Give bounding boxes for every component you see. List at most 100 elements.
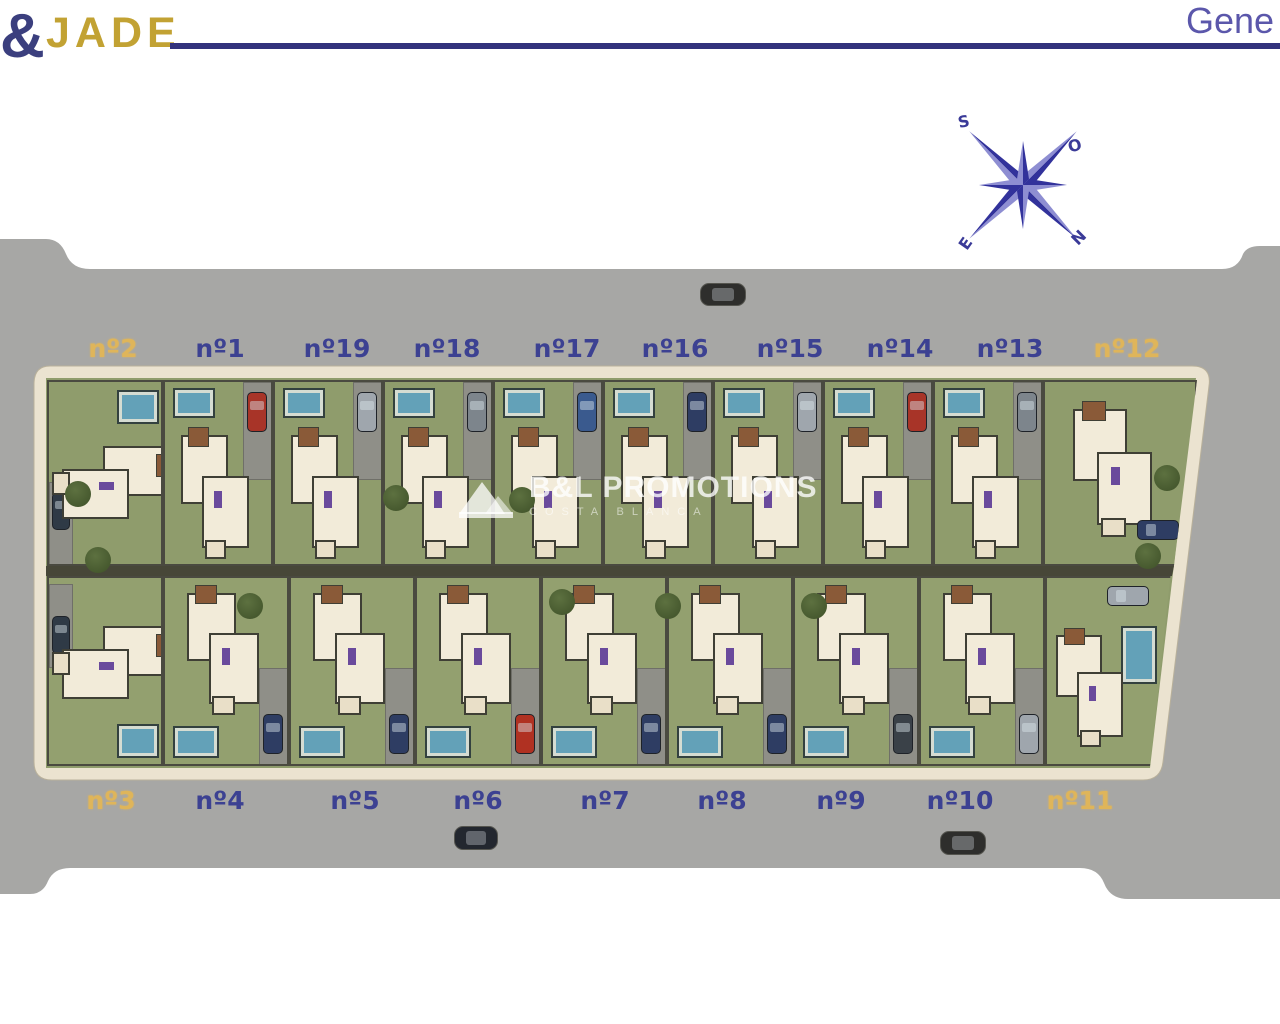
house-h-deck — [968, 696, 991, 716]
tree-icon — [549, 589, 575, 615]
parked-car — [52, 616, 70, 654]
house-h-roof — [848, 427, 870, 447]
house-h-deck — [864, 540, 887, 560]
plot-label-7: nº7 — [580, 786, 630, 815]
house-h-acc — [99, 481, 115, 490]
parked-car — [577, 392, 597, 432]
parked-car — [247, 392, 267, 432]
house-h-acc — [433, 491, 442, 509]
parked-car — [467, 392, 487, 432]
villa-house — [1055, 627, 1129, 748]
house-h-deck — [212, 696, 235, 716]
plot-label-11: nº11 — [1046, 786, 1114, 815]
swimming-pool — [117, 390, 159, 424]
house-h-wing — [839, 633, 889, 704]
villa-house — [619, 427, 695, 560]
parked-car — [797, 392, 817, 432]
villa-house — [1071, 401, 1159, 538]
house-h-wing — [713, 633, 763, 704]
house-h-deck — [644, 540, 667, 560]
house-h-roof — [958, 427, 980, 447]
tree-icon — [509, 487, 535, 513]
house-h-wing — [971, 476, 1019, 548]
villa-plot-11 — [1045, 576, 1171, 766]
house-h-acc — [1089, 685, 1097, 701]
tree-icon — [383, 485, 409, 511]
plot-label-12: nº12 — [1093, 334, 1161, 363]
house-h-wing — [201, 476, 249, 548]
tree-icon — [1135, 543, 1161, 569]
swimming-pool — [173, 726, 219, 758]
swimming-pool — [283, 388, 325, 418]
house-h-roof — [320, 585, 343, 605]
plot-label-17: nº17 — [533, 334, 601, 363]
house-h-acc — [763, 491, 772, 509]
plot-label-4: nº4 — [195, 786, 245, 815]
villa-plot-19 — [273, 380, 383, 566]
house-h-wing — [421, 476, 469, 548]
road-parked-car — [700, 283, 746, 306]
tree-icon — [1154, 465, 1180, 491]
road-parked-car — [940, 831, 986, 855]
house-h-deck — [51, 651, 70, 675]
parked-car — [515, 714, 535, 754]
house-h-roof — [408, 427, 430, 447]
house-h-wing — [861, 476, 909, 548]
parked-car — [907, 392, 927, 432]
villa-house — [509, 427, 585, 560]
villa-plot-8 — [667, 576, 793, 766]
house-h-roof — [1063, 627, 1085, 646]
house-h-roof — [1081, 401, 1107, 422]
house-h-wing — [62, 648, 129, 700]
road-parked-car — [454, 826, 498, 850]
plot-label-10: nº10 — [926, 786, 994, 815]
house-h-roof — [155, 453, 161, 477]
swimming-pool — [299, 726, 345, 758]
house-h-acc — [473, 648, 482, 665]
house-h-deck — [1080, 729, 1101, 748]
villa-house — [941, 585, 1021, 716]
house-h-wing — [641, 476, 689, 548]
villa-house — [689, 585, 769, 716]
parked-car — [1107, 586, 1149, 606]
house-h-acc — [221, 648, 230, 665]
house-h-roof — [738, 427, 760, 447]
villa-plot-15 — [713, 380, 823, 566]
brand-name: JADE — [46, 9, 181, 57]
swimming-pool — [677, 726, 723, 758]
house-h-wing — [311, 476, 359, 548]
swimming-pool — [723, 388, 765, 418]
swimming-pool — [503, 388, 545, 418]
house-h-acc — [1111, 467, 1121, 485]
house-h-deck — [204, 540, 227, 560]
villa-plot-10 — [919, 576, 1045, 766]
parked-car — [767, 714, 787, 754]
house-h-wing — [209, 633, 259, 704]
parked-car — [357, 392, 377, 432]
house-h-deck — [314, 540, 337, 560]
villa-plot-3 — [47, 576, 163, 766]
plot-label-19: nº19 — [303, 334, 371, 363]
villa-plot-5 — [289, 576, 415, 766]
house-h-roof — [188, 427, 210, 447]
house-h-roof — [446, 585, 469, 605]
house-h-deck — [754, 540, 777, 560]
tree-icon — [85, 547, 111, 573]
swimming-pool — [803, 726, 849, 758]
row-divider — [46, 566, 1174, 576]
villa-plot-14 — [823, 380, 933, 566]
house-h-deck — [974, 540, 997, 560]
house-h-wing — [335, 633, 385, 704]
house-h-acc — [873, 491, 882, 509]
house-h-roof — [298, 427, 320, 447]
house-h-acc — [851, 648, 860, 665]
tree-icon — [237, 593, 263, 619]
house-h-acc — [977, 648, 986, 665]
villa-plot-9 — [793, 576, 919, 766]
house-h-roof — [824, 585, 847, 605]
swimming-pool — [929, 726, 975, 758]
swimming-pool — [833, 388, 875, 418]
parked-car — [641, 714, 661, 754]
compass-rose-icon — [969, 131, 1077, 239]
house-h-acc — [543, 491, 552, 509]
